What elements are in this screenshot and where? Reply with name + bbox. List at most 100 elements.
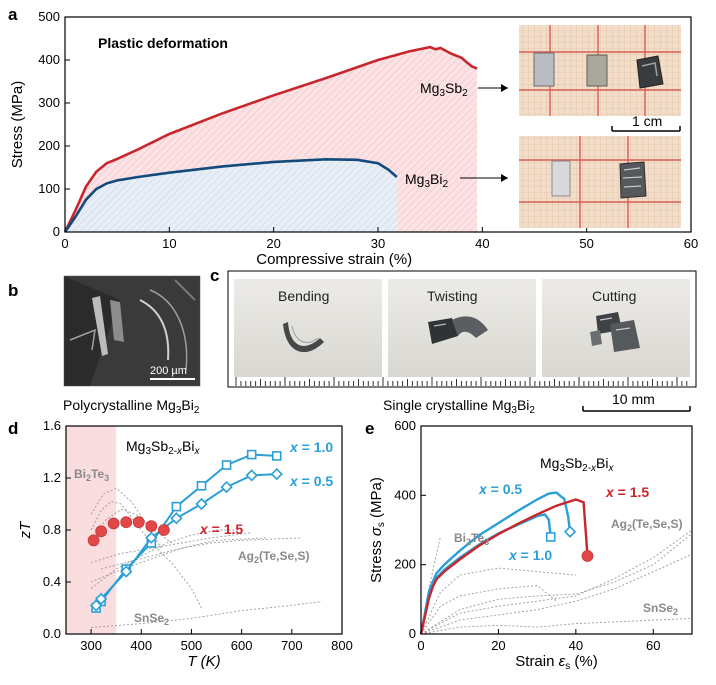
end-marker xyxy=(545,532,556,542)
x-tick-label: 500 xyxy=(181,638,203,653)
panel-e-ref-snse2: SnSe2 xyxy=(643,601,678,617)
mg3sb2-sample-photo xyxy=(519,25,681,116)
ruler-ticks xyxy=(235,377,688,386)
x-tick-label: 800 xyxy=(331,638,353,653)
series-line xyxy=(419,498,589,635)
x-tick-label: 40 xyxy=(569,638,583,653)
data-point xyxy=(196,480,207,491)
y-tick-label: 0.4 xyxy=(43,574,61,589)
panel-e-ref-ag2: Ag2(Te,Se,S) xyxy=(611,517,682,533)
sem-image xyxy=(63,275,201,387)
data-point xyxy=(221,460,232,470)
data-point xyxy=(87,534,100,547)
mg3bi2-sample-photo xyxy=(519,136,681,228)
series-line xyxy=(419,491,572,635)
data-point xyxy=(132,516,145,529)
data-point xyxy=(107,517,120,530)
panel-e-ref-bi2te3: Bi2Te3 xyxy=(454,531,489,547)
photo-bending: Bending xyxy=(234,279,382,377)
reference-curve xyxy=(100,537,302,570)
panel-d-series-x10: x = 1.0 xyxy=(289,439,333,455)
panel-a-plot: 0 10 20 30 40 50 60 0 100 200 300 400 500 Compressive… xyxy=(9,9,698,268)
y-tick-label: 400 xyxy=(394,487,416,502)
y-tick-label: 0.8 xyxy=(43,522,61,537)
panel-d-series-x05: x = 0.5 xyxy=(289,473,333,489)
panel-d-label: d xyxy=(8,419,18,438)
x-tick-label: 20 xyxy=(266,236,280,251)
x-tick-label: 40 xyxy=(475,236,489,251)
mg3bi2-area xyxy=(65,159,397,232)
panel-d: d 300 400 500 600 700 800 0.0 0.4 0.8 1.2 1.6 T (K)… xyxy=(8,418,353,670)
photo-twisting: Twisting xyxy=(388,279,536,377)
series-line xyxy=(95,473,277,607)
panel-e-title: Mg3Sb2-xBix xyxy=(540,455,615,474)
end-marker xyxy=(581,550,594,562)
end-marker xyxy=(563,525,577,538)
mg3sb2-arrow-head xyxy=(501,84,508,92)
reference-curve xyxy=(420,617,693,635)
panel-c-caption: Single crystalline Mg3Bi2 xyxy=(383,397,535,416)
y-tick-label: 100 xyxy=(38,181,60,196)
x-tick-label: 0 xyxy=(61,236,68,251)
x-tick-label: 60 xyxy=(646,638,660,653)
data-point xyxy=(170,512,183,525)
y-tick-label: 600 xyxy=(394,418,416,433)
data-point xyxy=(94,592,108,606)
mg3bi2-series-label: Mg3Bi2 xyxy=(405,171,448,190)
data-point xyxy=(145,520,158,532)
y-tick-label: 400 xyxy=(38,52,60,67)
mg3sb2-series-label: Mg3Sb2 xyxy=(420,80,468,99)
mg3sb2-line xyxy=(63,45,478,233)
data-point xyxy=(220,480,233,494)
data-point xyxy=(171,501,182,512)
x-tick-label: 30 xyxy=(371,236,385,251)
x-tick-label: 600 xyxy=(231,638,253,653)
panel-b-scale-bar-label: 200 µm xyxy=(150,365,187,377)
y-tick-label: 0 xyxy=(409,626,416,641)
reference-curve xyxy=(90,500,202,609)
reference-curve xyxy=(420,567,576,635)
photo-cutting: Cutting xyxy=(542,279,690,377)
panel-b-label: b xyxy=(8,281,18,300)
panel-e-label: e xyxy=(365,419,374,438)
panel-d-ref-snse2: SnSe2 xyxy=(134,611,169,627)
panel-e-ylabel: Stress σs (MPa) xyxy=(368,477,387,583)
x-tick-label: 700 xyxy=(281,638,303,653)
photo-cutting-label: Cutting xyxy=(592,288,636,304)
reference-curve xyxy=(420,585,557,635)
panel-a-ylabel: Stress (MPa) xyxy=(9,81,26,169)
panel-d-plot: 300 400 500 600 700 800 0.0 0.4 0.8 1.2 1.6 T (K) zT xyxy=(17,418,353,670)
panel-e-series-x05: x = 0.5 xyxy=(478,481,522,497)
y-tick-label: 1.6 xyxy=(43,418,61,433)
reference-curve xyxy=(91,601,322,628)
x-tick-label: 60 xyxy=(684,236,698,251)
panel-d-ref-ag2: Ag2(Te,Se,S) xyxy=(238,549,309,565)
panel-d-series-x15: x = 1.5 xyxy=(199,521,243,537)
panel-d-xlabel: T (K) xyxy=(187,653,220,670)
reference-curve xyxy=(90,532,252,563)
panel-a: a 0 10 20 30 40 50 60 0 100 200 300 400 500 Compressi… xyxy=(8,5,698,268)
y-tick-label: 500 xyxy=(38,9,60,24)
panel-a-label: a xyxy=(8,5,18,24)
data-point xyxy=(120,516,133,529)
panel-e-series-x15: x = 1.5 xyxy=(605,484,649,500)
panel-d-ylabel: zT xyxy=(17,520,34,540)
reference-curve xyxy=(90,537,267,583)
plot-frame xyxy=(65,425,343,635)
panel-d-highlight xyxy=(66,426,117,634)
reference-curve xyxy=(90,529,242,589)
data-point xyxy=(270,467,283,481)
reference-curve xyxy=(420,529,693,635)
panel-c: c Bending Twisting Cutting Single crysta… xyxy=(210,266,697,416)
plot-frame xyxy=(64,16,692,233)
y-tick-label: 1.2 xyxy=(43,470,61,485)
x-tick-label: 10 xyxy=(162,236,176,251)
data-point xyxy=(89,599,103,612)
panel-d-title: Mg3Sb2-xBix xyxy=(126,438,201,457)
y-tick-label: 200 xyxy=(394,557,416,572)
data-point xyxy=(95,525,108,538)
panel-b: b 200 µm Polycrystalline Mg3Bi2 xyxy=(8,275,201,416)
y-tick-label: 200 xyxy=(38,138,60,153)
